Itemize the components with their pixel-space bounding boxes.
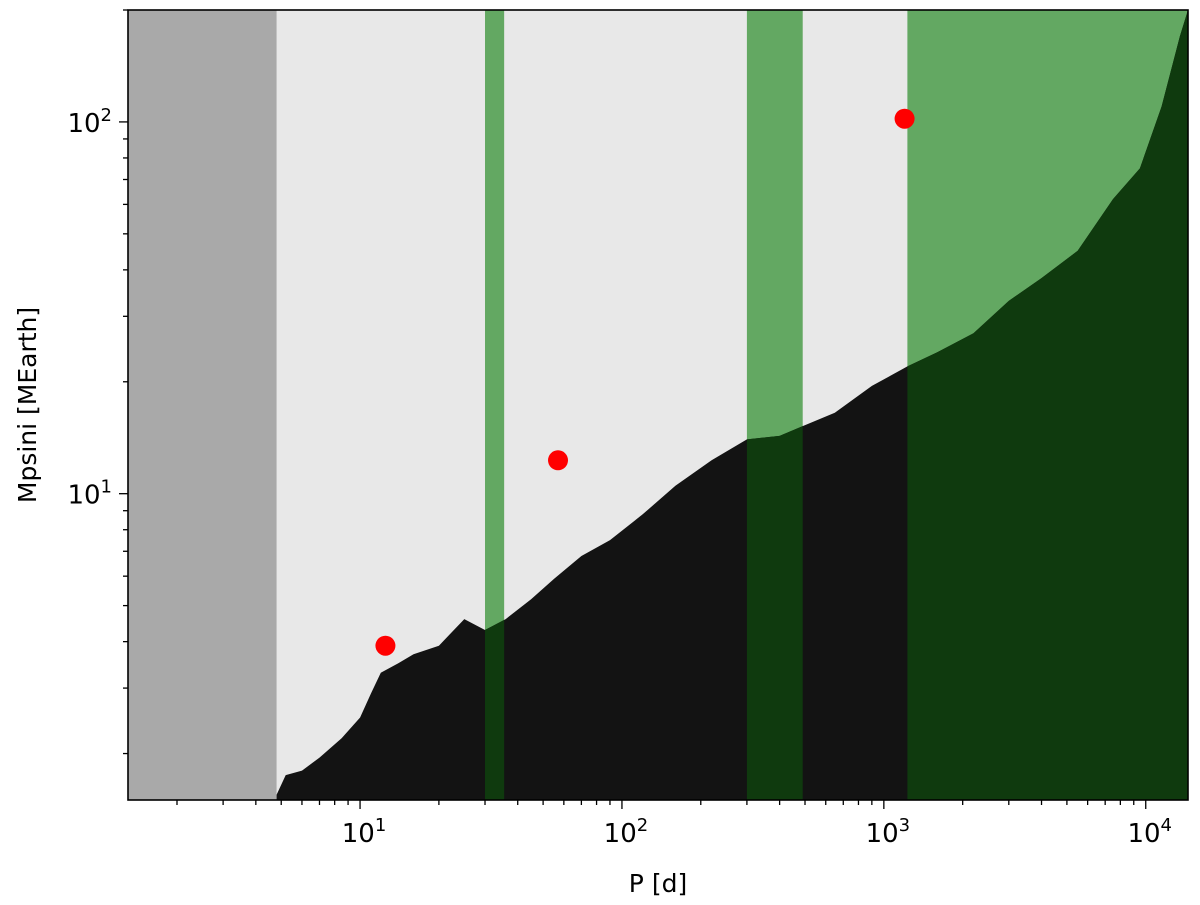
green-detected-group-1 [746, 426, 803, 800]
planet-point-1 [375, 635, 396, 656]
excluded-region [128, 10, 277, 800]
x-tick-label: 104 [1127, 815, 1172, 849]
tick-labels: 101 102 103 104 101 102 [67, 105, 1172, 849]
green-detected-region [907, 10, 1188, 800]
y-axis-label: Mpsini [MEarth] [13, 307, 42, 503]
green-detected-region [746, 426, 803, 800]
green-detected-region [485, 619, 505, 800]
x-tick-label: 102 [604, 815, 649, 849]
planet-point-2 [548, 450, 569, 471]
y-tick-label: 102 [67, 105, 112, 139]
plot-frame [127, 9, 1189, 801]
planet-point-3 [894, 108, 915, 129]
plot-area [128, 10, 1188, 800]
y-tick-label: 101 [67, 477, 112, 511]
x-axis-label: P [d] [629, 869, 687, 898]
green-band-1 [485, 10, 505, 800]
green-detected-group-2 [907, 10, 1188, 800]
x-tick-label: 103 [866, 815, 911, 849]
axis-ticks [119, 9, 1147, 809]
x-tick-label: 101 [342, 815, 387, 849]
green-detected-group-0 [485, 619, 505, 800]
